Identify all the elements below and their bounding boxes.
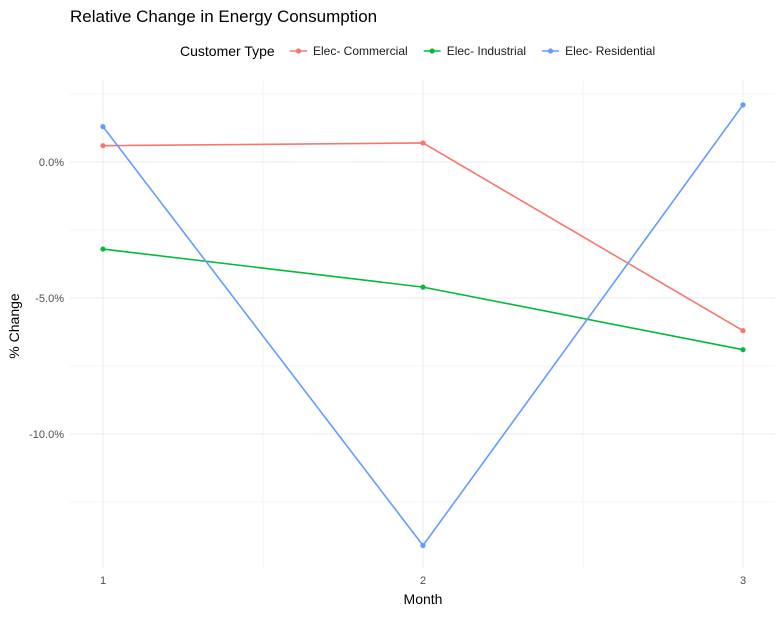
data-point-elec-residential: [420, 542, 426, 549]
data-point-elec-commercial: [740, 328, 746, 334]
legend-item-elec-residential: Elec- Residential: [542, 44, 655, 58]
data-point-elec-residential: [740, 102, 746, 108]
data-point-elec-industrial: [100, 246, 106, 252]
x-tick-label: 3: [740, 575, 746, 587]
legend-label: Elec- Residential: [565, 44, 655, 58]
y-tick-label: -10.0%: [29, 429, 64, 441]
legend-title: Customer Type: [180, 43, 275, 59]
data-point-elec-commercial: [420, 140, 426, 146]
x-tick-label: 2: [420, 575, 426, 587]
data-point-elec-commercial: [100, 143, 106, 149]
legend-key-point: [547, 48, 554, 54]
y-axis-label: % Change: [6, 293, 22, 359]
y-tick-label: -5.0%: [35, 293, 64, 305]
legend-key-point: [429, 48, 435, 54]
legend-item-elec-commercial: Elec- Commercial: [290, 44, 408, 58]
x-tick-label: 1: [100, 575, 106, 587]
legend-label: Elec- Industrial: [447, 44, 526, 58]
legend-key-point: [295, 48, 302, 54]
data-point-elec-industrial: [420, 284, 426, 290]
y-tick-label: 0.0%: [39, 157, 64, 169]
chart-title: Relative Change in Energy Consumption: [70, 7, 377, 26]
plot-area: 0.0% -5.0% -10.0% 1 2 3: [29, 80, 775, 587]
legend: Elec- Commercial Elec- Industrial Elec- Re…: [290, 44, 655, 58]
legend-label: Elec- Commercial: [313, 44, 408, 58]
data-point-elec-residential: [100, 124, 106, 130]
legend-item-elec-industrial: Elec- Industrial: [423, 44, 526, 58]
x-axis-label: Month: [404, 591, 443, 607]
data-point-elec-industrial: [740, 347, 746, 353]
